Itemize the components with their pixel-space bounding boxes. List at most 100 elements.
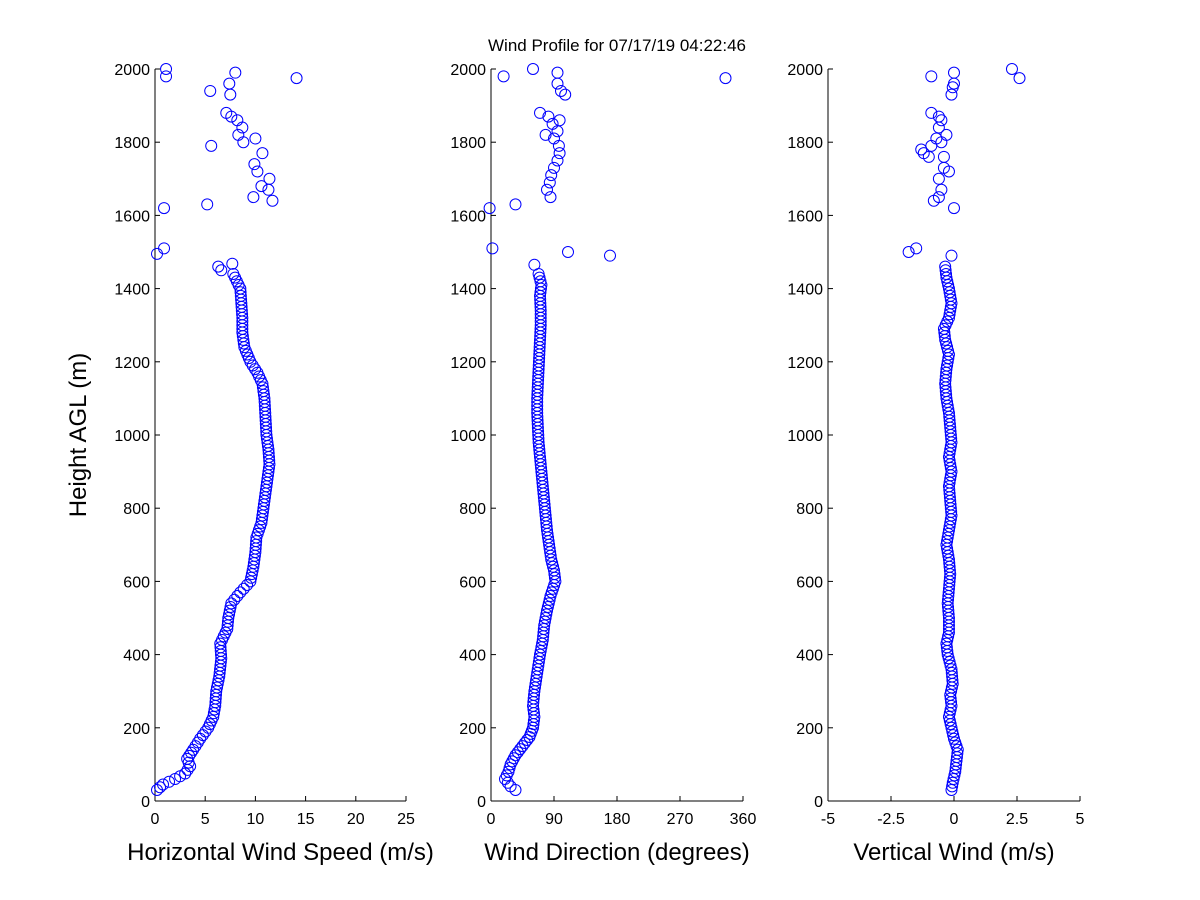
data-point	[231, 590, 244, 603]
y-tick-label: 1200	[450, 355, 486, 372]
data-point	[948, 202, 960, 215]
data-point	[944, 659, 957, 672]
data-point	[151, 247, 164, 260]
data-point	[937, 150, 950, 163]
data-point	[542, 110, 555, 123]
y-tick-label: 800	[123, 501, 150, 518]
data-point	[948, 77, 960, 90]
data-point	[507, 752, 520, 765]
data-point	[215, 264, 228, 277]
data-point	[229, 66, 242, 79]
data-point	[551, 125, 564, 138]
x-tick-label: 20	[347, 811, 365, 828]
data-point	[939, 260, 952, 273]
data-point	[199, 725, 212, 738]
y-tick-label: 1800	[450, 135, 486, 152]
data-point	[548, 161, 560, 174]
data-point	[290, 72, 303, 85]
data-point	[948, 66, 960, 79]
data-point	[225, 597, 238, 610]
data-point	[157, 778, 170, 791]
data-point	[942, 652, 955, 665]
y-tick-label: 2000	[450, 62, 486, 79]
y-tick-label: 200	[123, 721, 150, 738]
data-point	[925, 106, 938, 119]
data-point	[516, 740, 529, 753]
data-point	[237, 582, 250, 595]
y-tick-label: 1000	[450, 428, 486, 445]
y-tick-label: 600	[796, 574, 823, 591]
y-tick-label: 1600	[787, 208, 823, 225]
data-point	[185, 746, 198, 759]
y-tick-label: 1400	[114, 282, 150, 299]
y-tick-label: 1400	[450, 282, 486, 299]
data-point	[257, 385, 270, 398]
data-point	[214, 641, 227, 654]
data-point	[938, 326, 951, 339]
y-tick-label: 400	[796, 648, 823, 665]
x-tick-label: 0	[151, 811, 160, 828]
data-point	[234, 586, 247, 599]
data-point	[497, 70, 510, 83]
data-point	[940, 337, 953, 350]
y-tick-label: 600	[459, 574, 486, 591]
data-point	[212, 260, 225, 273]
data-point	[255, 180, 268, 193]
y-tick-label: 1600	[114, 208, 150, 225]
data-point	[546, 557, 559, 570]
y-tick-label: 600	[123, 574, 150, 591]
wind-direction-panel: 0 200 400 600 800 1000 1200 1400 1600 1800 2000 0 90…	[450, 62, 756, 866]
data-point	[902, 246, 915, 258]
y-tick-label: 200	[796, 721, 823, 738]
data-point	[935, 114, 948, 127]
data-point	[932, 121, 945, 134]
y-tick-label: 1000	[114, 428, 150, 445]
data-point	[541, 183, 553, 196]
data-point	[534, 275, 547, 288]
y-tick-label: 400	[123, 648, 150, 665]
data-point	[932, 191, 945, 204]
data-point	[266, 194, 279, 207]
data-point	[256, 147, 269, 160]
speed-x-axis-label: Horizontal Wind Speed (m/s)	[127, 839, 434, 866]
vertical-wind-panel: 0 200 400 600 800 1000 1200 1400 1600 1800 2000 -5 -…	[787, 62, 1084, 866]
data-point	[504, 780, 517, 793]
x-tick-label: 360	[730, 811, 757, 828]
x-tick-label: 25	[397, 811, 415, 828]
data-point	[553, 147, 566, 160]
data-point	[555, 84, 567, 97]
data-point	[917, 147, 930, 160]
data-point	[562, 246, 574, 258]
data-point	[551, 154, 564, 167]
data-point	[604, 249, 616, 262]
data-point	[226, 257, 239, 270]
data-point	[940, 267, 953, 280]
data-point	[943, 655, 956, 668]
data-point	[204, 84, 217, 97]
x-tick-label: 15	[297, 811, 315, 828]
data-point	[196, 729, 209, 742]
data-point	[518, 737, 531, 750]
data-point	[511, 746, 524, 759]
data-point	[545, 169, 558, 182]
data-point	[509, 198, 522, 211]
y-tick-label: 200	[459, 721, 486, 738]
data-point	[1005, 63, 1018, 75]
data-point	[544, 191, 557, 204]
data-point	[158, 202, 171, 215]
horizontal-wind-speed-panel: 0 200 400 600 800 1000 1200 1400 1600 1800 2000 0 5 1…	[65, 62, 434, 866]
data-point	[553, 114, 566, 127]
data-point	[231, 114, 244, 127]
data-point	[932, 110, 945, 123]
data-point	[249, 132, 262, 145]
data-point	[237, 136, 250, 149]
data-point	[719, 72, 732, 85]
x-tick-label: -5	[821, 811, 835, 828]
y-tick-label: 400	[459, 648, 486, 665]
speed-y-axis-label: Height AGL (m)	[65, 353, 92, 518]
data-point	[247, 191, 260, 204]
data-point	[154, 781, 167, 794]
data-point	[935, 183, 948, 196]
data-point	[543, 176, 556, 189]
data-point	[932, 172, 945, 185]
